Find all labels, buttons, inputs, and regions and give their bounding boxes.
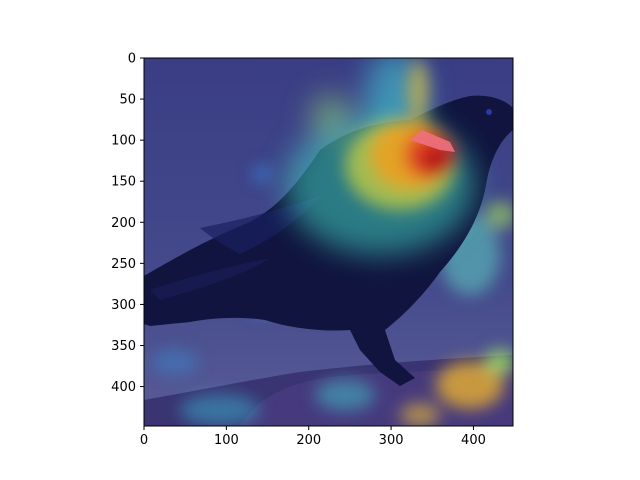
x-tick-label: 200	[296, 433, 321, 448]
y-tick-label: 100	[111, 134, 136, 149]
y-tick-label: 300	[111, 298, 136, 313]
y-tick-label: 0	[128, 52, 136, 67]
y-tick-label: 50	[119, 93, 136, 108]
neck-highlight	[410, 130, 455, 152]
x-tick-label: 0	[140, 433, 148, 448]
y-tick-label: 250	[111, 257, 136, 272]
heatmap-image	[144, 58, 513, 426]
y-tick-label: 150	[111, 175, 136, 190]
y-tick-label: 200	[111, 216, 136, 231]
y-axis: 0 50 100 150 200 250 300 350 400	[111, 52, 144, 395]
y-tick-label: 350	[111, 339, 136, 354]
x-tick-label: 100	[214, 433, 239, 448]
x-tick-label: 300	[379, 433, 404, 448]
x-axis: 0 100 200 300 400	[140, 426, 486, 448]
x-tick-label: 400	[461, 433, 486, 448]
y-tick-label: 400	[111, 380, 136, 395]
axes-frame	[143, 57, 514, 427]
